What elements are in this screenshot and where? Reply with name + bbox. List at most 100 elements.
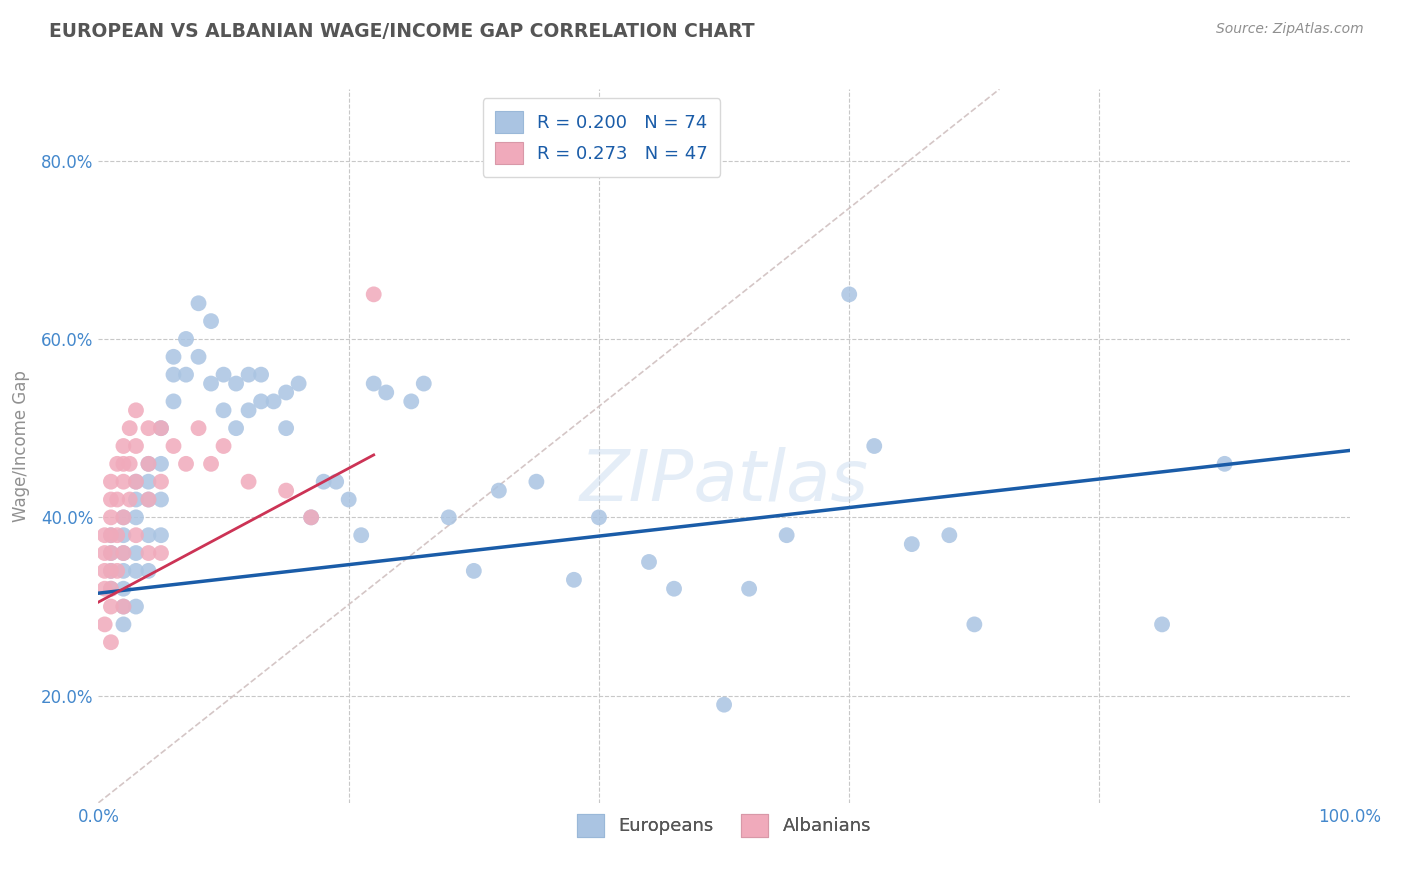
Point [588, 510, 610, 524]
Point [112, 475, 135, 489]
Point [112, 617, 135, 632]
Point [274, 385, 298, 400]
Point [162, 439, 184, 453]
Point [125, 492, 148, 507]
Point [274, 483, 298, 498]
Point [838, 287, 860, 301]
Point [138, 475, 160, 489]
Point [138, 492, 160, 507]
Point [938, 528, 960, 542]
Point [125, 510, 148, 524]
Point [299, 510, 322, 524]
Point [212, 403, 235, 417]
Point [250, 394, 273, 409]
Point [125, 528, 148, 542]
Point [100, 582, 122, 596]
Point [100, 635, 122, 649]
Point [150, 492, 173, 507]
Point [150, 457, 173, 471]
Point [112, 510, 135, 524]
Point [100, 528, 122, 542]
Point [112, 546, 135, 560]
Point [200, 457, 222, 471]
Point [112, 546, 135, 560]
Point [488, 483, 510, 498]
Point [100, 564, 122, 578]
Point [150, 475, 173, 489]
Point [150, 528, 173, 542]
Text: EUROPEAN VS ALBANIAN WAGE/INCOME GAP CORRELATION CHART: EUROPEAN VS ALBANIAN WAGE/INCOME GAP COR… [49, 22, 755, 41]
Point [138, 492, 160, 507]
Point [963, 617, 986, 632]
Point [150, 421, 173, 435]
Point [162, 368, 184, 382]
Point [375, 385, 398, 400]
Point [112, 582, 135, 596]
Point [100, 510, 122, 524]
Point [238, 475, 260, 489]
Point [900, 537, 922, 551]
Point [363, 287, 385, 301]
Point [112, 439, 135, 453]
Point [100, 582, 122, 596]
Point [350, 528, 373, 542]
Point [118, 457, 141, 471]
Point [713, 698, 735, 712]
Point [187, 350, 209, 364]
Point [200, 376, 222, 391]
Point [138, 457, 160, 471]
Point [463, 564, 485, 578]
Point [138, 528, 160, 542]
Point [93, 546, 115, 560]
Point [138, 421, 160, 435]
Point [118, 492, 141, 507]
Point [125, 403, 148, 417]
Point [150, 546, 173, 560]
Point [863, 439, 886, 453]
Point [138, 546, 160, 560]
Point [662, 582, 685, 596]
Point [174, 457, 197, 471]
Point [363, 376, 385, 391]
Text: ZIPatlas: ZIPatlas [579, 447, 869, 516]
Point [125, 564, 148, 578]
Point [212, 368, 235, 382]
Point [162, 350, 184, 364]
Point [437, 510, 460, 524]
Point [112, 599, 135, 614]
Point [412, 376, 434, 391]
Point [100, 599, 122, 614]
Point [105, 457, 128, 471]
Point [250, 368, 273, 382]
Point [776, 528, 799, 542]
Point [287, 376, 309, 391]
Point [105, 528, 128, 542]
Point [112, 457, 135, 471]
Point [100, 528, 122, 542]
Point [162, 394, 184, 409]
Point [225, 376, 247, 391]
Point [299, 510, 322, 524]
Point [238, 368, 260, 382]
Point [138, 457, 160, 471]
Point [93, 582, 115, 596]
Point [274, 421, 298, 435]
Point [93, 617, 115, 632]
Point [212, 439, 235, 453]
Point [105, 564, 128, 578]
Point [100, 546, 122, 560]
Point [174, 368, 197, 382]
Point [125, 599, 148, 614]
Point [312, 475, 335, 489]
Point [638, 555, 661, 569]
Point [93, 528, 115, 542]
Point [200, 314, 222, 328]
Point [1150, 617, 1173, 632]
Point [524, 475, 547, 489]
Point [187, 421, 209, 435]
Point [562, 573, 585, 587]
Point [125, 475, 148, 489]
Point [125, 546, 148, 560]
Point [100, 475, 122, 489]
Point [325, 475, 347, 489]
